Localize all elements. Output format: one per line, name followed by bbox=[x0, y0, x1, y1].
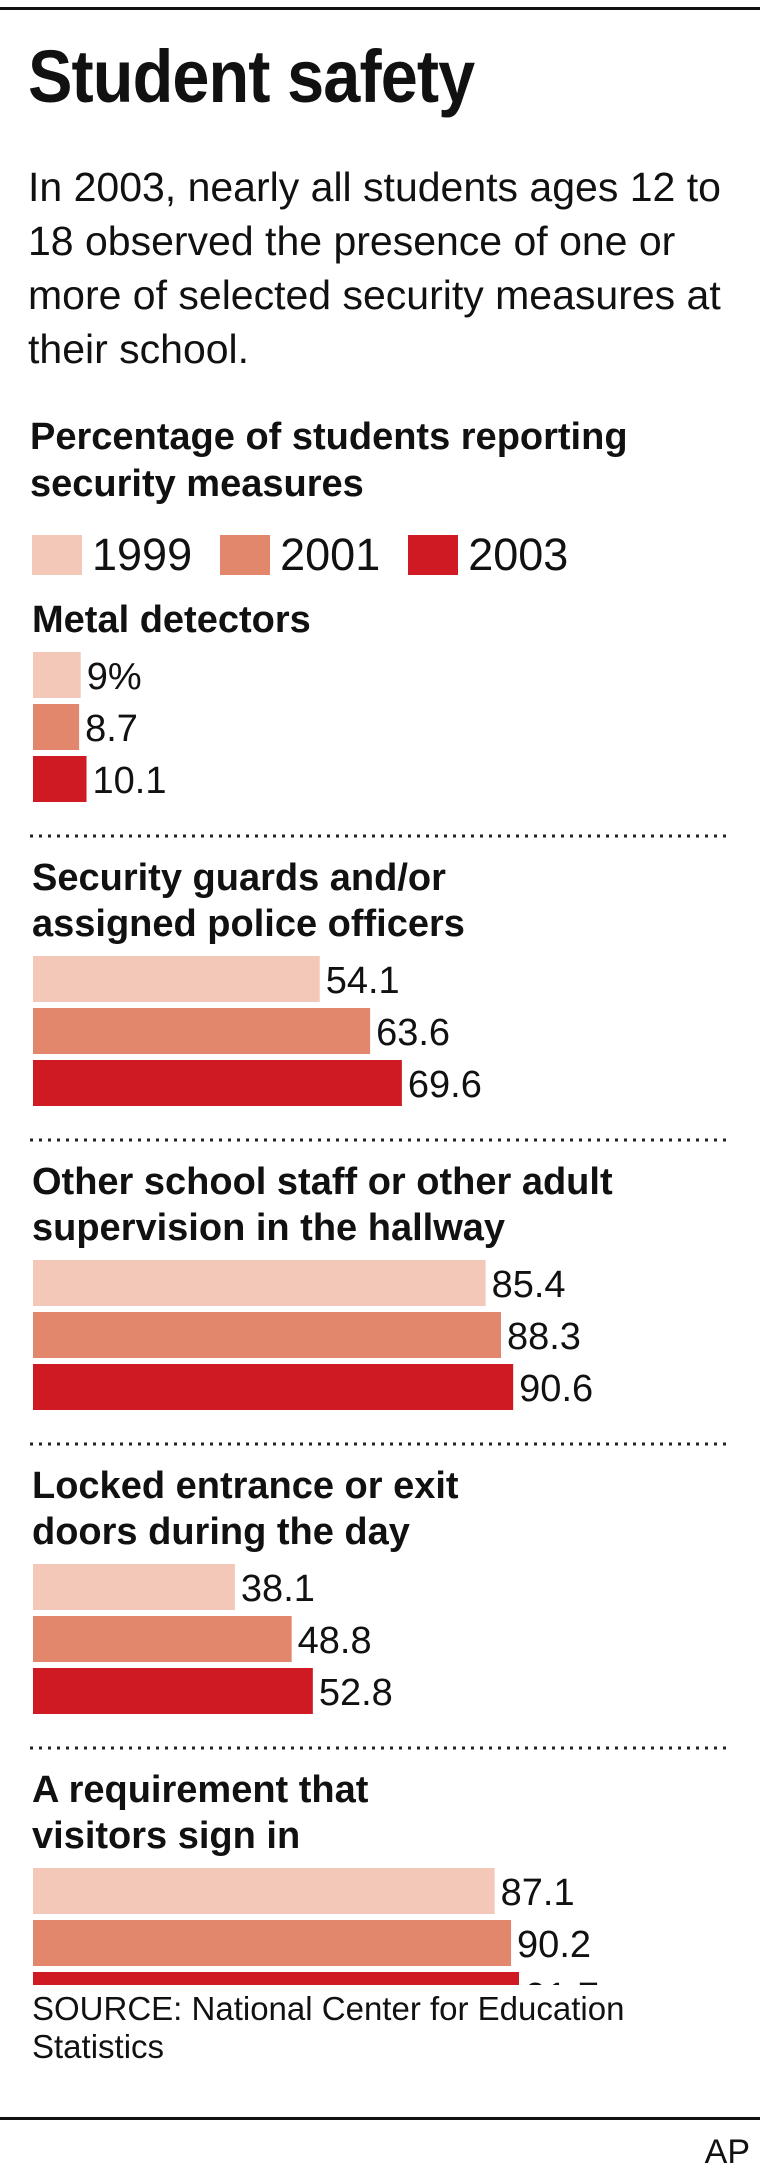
legend-item-2003: 2003 bbox=[408, 529, 568, 581]
bar-value-label: 90.6 bbox=[519, 1368, 593, 1410]
bar-value-label: 38.1 bbox=[241, 1568, 315, 1610]
bar-1999 bbox=[33, 652, 81, 698]
category-label: Security guards and/or bbox=[32, 857, 446, 899]
bar-1999 bbox=[33, 1564, 235, 1610]
bar-chart: Metal detectors 9% 8.7 10.1 Security guards … bbox=[30, 599, 728, 1985]
chart-subtitle: In 2003, nearly all students ages 12 to … bbox=[28, 164, 721, 372]
bar-2003 bbox=[33, 1972, 520, 1985]
legend-item-2001: 2001 bbox=[220, 529, 380, 581]
bar-1999 bbox=[33, 1260, 486, 1306]
credit-text: AP bbox=[704, 2133, 750, 2171]
bar-2001 bbox=[33, 704, 80, 750]
bar-2001 bbox=[33, 1616, 292, 1662]
bar-value-label: 63.6 bbox=[376, 1012, 450, 1054]
bar-1999 bbox=[33, 956, 320, 1002]
category-label: assigned police officers bbox=[32, 903, 465, 945]
legend-swatch-2003 bbox=[408, 535, 459, 575]
bar-value-label: 88.3 bbox=[507, 1316, 581, 1358]
bar-1999 bbox=[33, 1868, 495, 1914]
category-label: supervision in the hallway bbox=[32, 1207, 505, 1249]
legend-label-1999: 1999 bbox=[92, 529, 193, 580]
category-label: visitors sign in bbox=[32, 1815, 300, 1857]
bar-value-label: 90.2 bbox=[517, 1924, 591, 1966]
legend-label-2001: 2001 bbox=[280, 529, 381, 580]
legend-swatch-1999 bbox=[32, 535, 82, 575]
bar-value-label: 8.7 bbox=[85, 708, 138, 750]
bar-value-label: 10.1 bbox=[93, 760, 167, 802]
bar-2001 bbox=[33, 1312, 501, 1358]
legend-swatch-2001 bbox=[220, 535, 271, 575]
bar-2001 bbox=[33, 1008, 371, 1054]
bar-value-label: 69.6 bbox=[408, 1064, 482, 1106]
bar-value-label: 52.8 bbox=[319, 1672, 393, 1714]
legend: 1999 2001 2003 bbox=[32, 529, 596, 581]
category-label: Locked entrance or exit bbox=[32, 1465, 459, 1507]
bar-value-label: 9% bbox=[87, 656, 142, 698]
bar-2003 bbox=[33, 1060, 402, 1106]
bar-2003 bbox=[33, 756, 87, 802]
legend-item-1999: 1999 bbox=[32, 529, 192, 581]
source-note: SOURCE: National Center for Education St… bbox=[32, 1990, 625, 2065]
category-label: Other school staff or other adult bbox=[32, 1161, 613, 1203]
category-label: A requirement that bbox=[32, 1769, 369, 1811]
bar-2003 bbox=[33, 1668, 313, 1714]
bar-2003 bbox=[33, 1364, 514, 1410]
chart-heading: Percentage of students reporting securit… bbox=[30, 416, 628, 505]
category-label: Metal detectors bbox=[32, 599, 311, 641]
chart-title: Student safety bbox=[28, 35, 475, 118]
bar-value-label: 54.1 bbox=[326, 960, 400, 1002]
bar-value-label: 91.7 bbox=[525, 1976, 599, 1985]
bar-2001 bbox=[33, 1920, 512, 1966]
category-label: doors during the day bbox=[32, 1511, 410, 1553]
bar-value-label: 85.4 bbox=[492, 1264, 566, 1306]
bar-value-label: 87.1 bbox=[501, 1872, 575, 1914]
bottom-rule bbox=[0, 2117, 760, 2120]
top-rule bbox=[0, 7, 760, 10]
bar-value-label: 48.8 bbox=[298, 1620, 372, 1662]
legend-label-2003: 2003 bbox=[468, 529, 569, 580]
